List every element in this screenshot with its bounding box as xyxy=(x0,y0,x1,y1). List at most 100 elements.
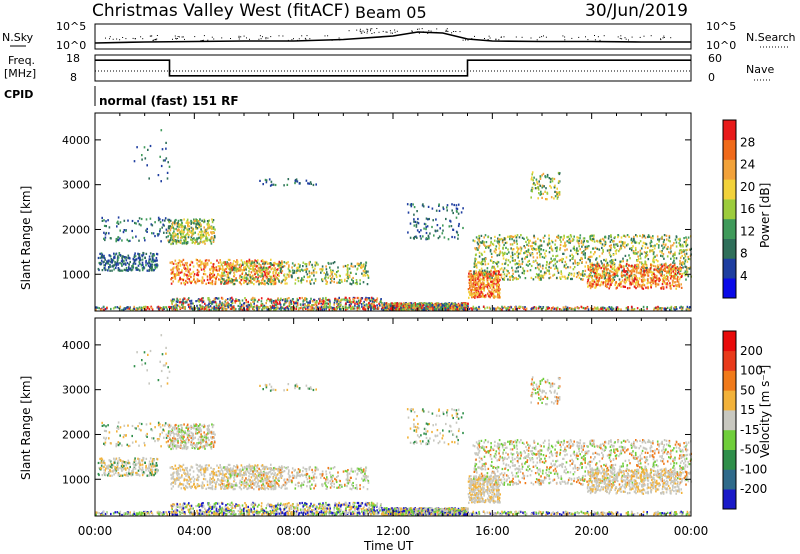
power-cell xyxy=(255,260,258,263)
power-cell xyxy=(198,242,200,245)
power-cell xyxy=(260,269,263,272)
power-cell xyxy=(473,265,476,268)
power-cell xyxy=(356,300,358,303)
power-cell xyxy=(291,274,293,277)
power-cell xyxy=(474,257,476,260)
power-cell xyxy=(149,258,152,261)
power-cell xyxy=(467,304,469,307)
power-cell xyxy=(640,269,642,272)
power-cell xyxy=(670,250,672,253)
noise-search-point xyxy=(243,35,245,37)
power-cell xyxy=(209,225,211,228)
power-cell xyxy=(282,298,285,301)
power-cell xyxy=(223,306,225,309)
power-cell xyxy=(332,269,334,272)
power-cell xyxy=(470,278,472,282)
power-cell xyxy=(196,273,198,276)
power-cell xyxy=(250,264,253,267)
power-cell xyxy=(662,241,665,244)
power-cell xyxy=(475,294,477,297)
power-cell xyxy=(361,272,363,275)
power-cell xyxy=(182,279,185,282)
power-cell xyxy=(127,254,130,257)
power-cell xyxy=(610,255,612,258)
power-cell xyxy=(250,303,252,306)
power-cell xyxy=(684,260,686,263)
power-cell xyxy=(491,288,493,291)
power-cell xyxy=(287,305,289,308)
power-cell xyxy=(521,236,524,239)
power-cell xyxy=(515,270,517,273)
power-cell xyxy=(583,274,586,277)
power-cell xyxy=(135,266,137,270)
power-cell xyxy=(183,266,185,269)
power-cell xyxy=(200,268,203,271)
power-cell xyxy=(495,280,497,283)
power-cell xyxy=(497,261,500,264)
power-cell xyxy=(528,241,530,244)
power-cell xyxy=(601,272,604,275)
power-cell xyxy=(209,227,211,230)
power-cell xyxy=(191,302,193,305)
power-cell xyxy=(232,262,234,265)
power-cell xyxy=(156,266,158,269)
noise-search-point xyxy=(221,37,223,39)
power-cell xyxy=(198,279,201,282)
power-cell xyxy=(274,267,276,270)
power-cell xyxy=(538,249,540,252)
power-cell xyxy=(148,258,151,261)
power-cell xyxy=(103,257,106,260)
power-cell xyxy=(589,235,592,238)
power-cell xyxy=(370,304,372,307)
power-cell xyxy=(552,254,554,257)
noise-search-point xyxy=(455,31,457,32)
power-cell xyxy=(527,244,530,247)
noise-search-point xyxy=(363,31,365,33)
power-cell xyxy=(219,303,221,306)
power-cell xyxy=(352,307,355,310)
power-cell xyxy=(457,302,460,305)
power-cell xyxy=(428,302,430,305)
power-cell xyxy=(668,272,670,275)
power-cell xyxy=(125,263,127,266)
power-cell xyxy=(260,275,262,278)
power-cell xyxy=(255,280,258,283)
power-cell xyxy=(330,272,333,275)
power-cell xyxy=(173,298,176,301)
power-cell xyxy=(210,276,212,279)
power-cell xyxy=(686,270,689,273)
power-cell xyxy=(288,301,291,304)
power-cell xyxy=(295,300,297,303)
power-cell xyxy=(438,204,440,207)
power-cell xyxy=(190,272,193,275)
power-cell xyxy=(598,266,601,269)
power-cell xyxy=(681,254,683,258)
power-cell xyxy=(584,256,586,259)
power-cell xyxy=(414,302,416,305)
power-cell xyxy=(509,261,511,264)
power-cell xyxy=(441,303,444,306)
power-cell xyxy=(661,270,663,273)
power-cell xyxy=(672,261,674,264)
power-cell xyxy=(200,279,203,282)
power-cell xyxy=(635,241,638,244)
power-cell xyxy=(638,277,641,280)
power-cell xyxy=(446,204,449,207)
power-cell xyxy=(156,253,159,256)
power-cell xyxy=(443,236,446,239)
power-cell xyxy=(350,283,353,286)
power-cell xyxy=(470,289,472,292)
power-cell xyxy=(483,236,485,239)
power-cell xyxy=(475,258,478,261)
power-cell xyxy=(498,239,500,243)
power-cell xyxy=(346,268,349,271)
power-cell xyxy=(674,253,676,256)
power-cell xyxy=(663,257,665,260)
power-cell xyxy=(270,268,273,271)
power-cell xyxy=(201,233,204,236)
power-cell xyxy=(208,238,210,242)
power-cell xyxy=(174,234,177,237)
power-cell xyxy=(489,248,492,252)
power-cell xyxy=(431,304,434,307)
